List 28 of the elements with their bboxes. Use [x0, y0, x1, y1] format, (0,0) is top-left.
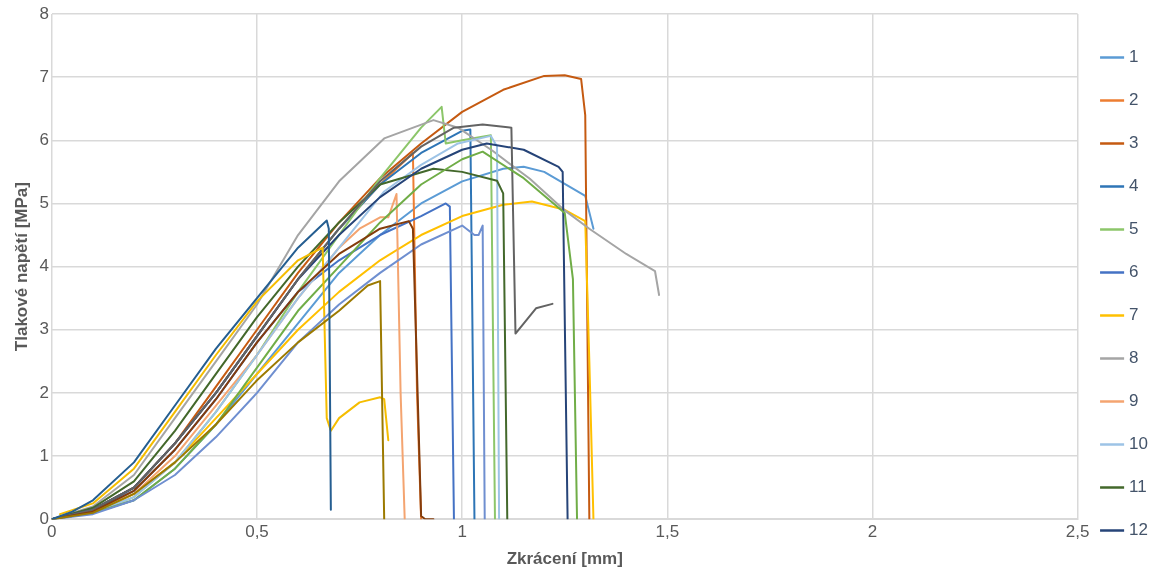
- y-tick-label: 5: [39, 193, 49, 213]
- y-tick-label: 6: [39, 129, 49, 149]
- y-axis-title: Tlakové napětí [MPa]: [11, 182, 31, 352]
- legend-label: 12: [1129, 520, 1149, 540]
- x-axis-title: Zkrácení [mm]: [506, 549, 623, 569]
- legend-label: 9: [1129, 391, 1139, 411]
- legend-label: 8: [1129, 348, 1139, 368]
- legend-label: 5: [1129, 219, 1139, 239]
- legend-label: 10: [1129, 434, 1149, 454]
- legend-label: 7: [1129, 305, 1139, 325]
- legend-label: 2: [1129, 90, 1139, 110]
- y-tick-label: 3: [39, 319, 49, 339]
- legend-label: 4: [1129, 176, 1139, 196]
- y-tick-label: 0: [39, 508, 49, 528]
- y-tick-label: 8: [39, 3, 49, 23]
- x-tick-label: 0,5: [245, 522, 269, 542]
- y-tick-label: 4: [39, 256, 49, 276]
- x-tick-label: 2,5: [1065, 522, 1090, 542]
- x-tick-label: 2: [867, 522, 878, 542]
- y-tick-label: 7: [39, 66, 49, 86]
- legend-label: 3: [1129, 133, 1139, 153]
- legend-label: 11: [1129, 477, 1147, 497]
- x-tick-label: 1: [457, 522, 467, 542]
- legend-label: 1: [1129, 47, 1139, 67]
- x-tick-label: 1,5: [655, 522, 680, 542]
- legend-label: 6: [1129, 262, 1139, 282]
- y-tick-label: 2: [39, 382, 49, 402]
- y-tick-label: 1: [39, 445, 49, 465]
